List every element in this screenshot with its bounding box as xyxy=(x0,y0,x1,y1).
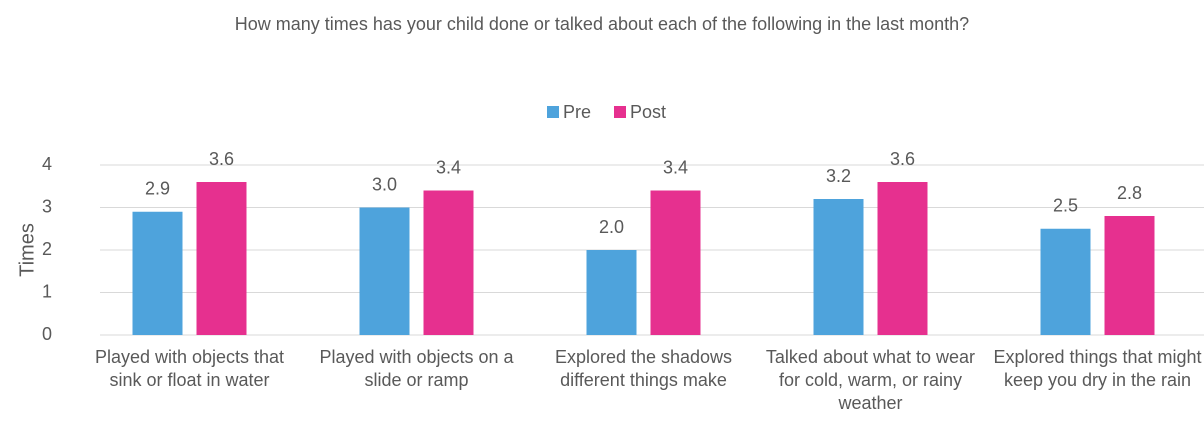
bar xyxy=(650,190,701,335)
bar xyxy=(586,250,637,335)
y-axis-label: Times xyxy=(16,223,38,277)
data-label: 2.8 xyxy=(1117,183,1142,203)
bar xyxy=(359,207,410,335)
x-tick-label: Explored things that might keep you dry … xyxy=(993,347,1202,390)
bar xyxy=(1104,216,1155,335)
bar xyxy=(1040,228,1091,335)
data-label: 3.6 xyxy=(890,149,915,169)
y-tick-label: 0 xyxy=(42,324,52,344)
data-label: 3.2 xyxy=(826,166,851,186)
data-label: 3.4 xyxy=(663,157,688,177)
data-label: 2.9 xyxy=(145,179,170,199)
y-tick-label: 1 xyxy=(42,281,52,301)
legend-label: Post xyxy=(630,102,666,122)
x-tick-label: Talked about what to wear for cold, warm… xyxy=(765,347,976,413)
data-label: 3.0 xyxy=(372,174,397,194)
data-label: 2.5 xyxy=(1053,196,1078,216)
bar xyxy=(813,199,864,335)
bar xyxy=(423,190,474,335)
data-label: 2.0 xyxy=(599,217,624,237)
legend-swatch xyxy=(614,106,626,118)
data-label: 3.4 xyxy=(436,157,461,177)
chart-title: How many times has your child done or ta… xyxy=(234,14,970,34)
data-label: 3.6 xyxy=(209,149,234,169)
y-tick-label: 2 xyxy=(42,239,52,259)
bar xyxy=(132,211,183,335)
legend-label: Pre xyxy=(563,102,591,122)
y-tick-label: 3 xyxy=(42,196,52,216)
y-tick-label: 4 xyxy=(42,154,52,174)
bar xyxy=(196,182,247,335)
bar xyxy=(877,182,928,335)
x-tick-label: Explored the shadows different things ma… xyxy=(554,347,733,390)
x-tick-label: Played with objects on a slide or ramp xyxy=(319,347,514,390)
x-tick-label: Played with objects that sink or float i… xyxy=(94,347,285,390)
legend-swatch xyxy=(547,106,559,118)
